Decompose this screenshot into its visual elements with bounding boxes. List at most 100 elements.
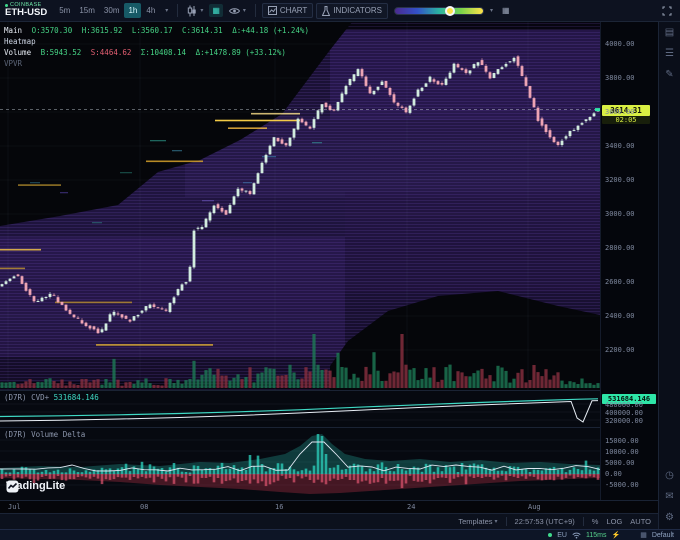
indicators-button-label: INDICATORS [333,6,382,15]
price-axis-label: 4000.00 [605,40,635,48]
cvd-axis-label: 320000.00 [605,417,643,425]
region-label[interactable]: EU [557,531,567,539]
fullscreen-icon [662,6,672,15]
legend-main-row: Main O:3570.30 H:3615.92 L:3560.17 C:361… [4,25,314,36]
heatmap-indicator-label[interactable]: Heatmap [4,37,36,46]
volume-delta-panel-chart[interactable] [0,428,600,500]
visibility-button[interactable]: ▾ [226,5,249,17]
panel-separator [0,500,658,501]
log-scale-button[interactable]: LOG [606,517,623,526]
delta-panel-title[interactable]: (D7R) Volume Delta [4,430,85,439]
chevron-down-icon: ▾ [242,8,246,14]
ohlc-delta: Δ:+44.18 (+1.24%) [232,26,309,35]
pencil-icon[interactable]: ✎ [665,69,674,80]
heatmap-void-top-left [0,22,352,226]
main-indicator-label[interactable]: Main [4,26,23,35]
main-price-chart[interactable] [0,22,600,390]
timeframe-button-5m[interactable]: 5m [59,6,71,15]
gradient-knob[interactable] [444,5,455,16]
timeframe-group: 5m 15m 30m 1h 4h [55,3,159,18]
chevron-down-icon: ▾ [165,8,169,14]
time-axis-label: 16 [275,503,284,511]
delta-axis-label: -5000.00 [605,481,639,489]
volume-sell: S:4464.62 [90,48,132,57]
percent-scale-button[interactable]: % [591,517,599,526]
tradinglite-watermark: TradingLite [6,480,65,492]
chart-button-label: CHART [279,6,308,15]
delta-title-text: (D7R) Volume Delta [4,430,86,439]
right-icon-rail: ▤ ☰ ✎ ◷ ✉ ⚙ [658,22,680,529]
timeframe-button-30m[interactable]: 30m [103,6,120,15]
layout-icon[interactable]: ▤ [664,27,675,38]
cvd-panel-chart[interactable] [0,391,600,427]
indicators-button[interactable]: INDICATORS [316,2,388,19]
time-axis[interactable]: Jul 08 16 24 Aug [0,500,600,513]
volume-buy: B:5943.52 [40,48,82,57]
ohlc-close: C:3614.31 [182,26,223,35]
grid-settings-button[interactable]: ▦ [499,4,513,17]
watchlist-icon[interactable]: ☰ [665,48,674,59]
status-bar: EU 115ms ⚡ ▦ Default [0,529,680,540]
auto-scale-button[interactable]: AUTO [630,517,651,526]
legend-volume-row: Volume B:5943.52 S:4464.62 Σ:10408.14 Δ:… [4,47,314,58]
connection-dot-icon [548,533,553,537]
flask-icon [322,5,331,16]
cvd-axis-label: 480000.00 [605,401,643,409]
gear-icon[interactable]: ⚙ [665,512,674,523]
legend-vpvr-row: VPVR [4,58,314,69]
time-axis-label: 08 [140,503,149,511]
timeframe-button-15m[interactable]: 15m [79,6,95,15]
panel-separator[interactable] [0,390,658,391]
templates-label: Templates [458,517,493,526]
timeframe-more-button[interactable]: ▾ [162,5,171,16]
heatmap-icon: ▦ [212,6,220,15]
cvd-axis-label: 400000.00 [605,409,643,417]
grid-icon: ▦ [501,6,510,15]
chart-button[interactable]: CHART [261,3,314,18]
delta-axis-label: 15000.00 [605,437,639,445]
toolbar-divider [177,4,179,17]
symbol-label: ETH-USD [5,7,48,19]
delta-axis-label: 5000.00 [605,459,635,467]
price-scale[interactable]: 3614.31 02:05 531684.146 4000.00 3800.00 3… [600,22,658,500]
price-axis-label: 3400.00 [605,142,635,150]
vpvr-indicator-label[interactable]: VPVR [4,59,23,68]
cvd-title-text: (D7R) CVD+ [4,393,50,402]
cvd-panel-title[interactable]: (D7R) CVD+ 531684.146 [4,393,99,402]
chart-icon [267,6,277,15]
fullscreen-button[interactable] [659,4,675,18]
layout-grid-icon: ▦ [640,532,647,539]
heatmap-gradient-slider[interactable] [393,5,484,16]
clock-label[interactable]: 22:57:53 (UTC+9) [514,517,575,526]
price-axis-label: 3800.00 [605,74,635,82]
legend-heatmap-row: Heatmap [4,36,314,47]
chart-type-button[interactable]: ▾ [184,3,206,19]
gradient-options-button[interactable]: ▾ [487,5,496,16]
symbol-block[interactable]: COINBASE ETH-USD [5,2,47,18]
tradinglite-logo-icon [6,480,19,492]
clock-icon[interactable]: ◷ [665,470,674,481]
chevron-down-icon: ▾ [489,8,493,14]
volume-indicator-label[interactable]: Volume [4,48,32,57]
cvd-value-badge: 531684.146 [602,394,656,404]
price-axis-label: 3000.00 [605,210,635,218]
eye-icon [228,7,240,14]
templates-button[interactable]: Templates ▾ [458,517,497,526]
chart-area[interactable]: Main O:3570.30 H:3615.92 L:3560.17 C:361… [0,22,600,500]
delta-axis-label: 0.00 [605,470,622,478]
cvd-value-text: 531684.146 [53,393,99,402]
time-axis-label: Aug [528,503,541,511]
timeframe-button-1h[interactable]: 1h [124,3,142,18]
chevron-down-icon: ▾ [494,519,498,525]
heatmap-toggle-button[interactable]: ▦ [209,4,223,17]
panel-separator[interactable] [0,427,658,428]
volume-total: Σ:10408.14 [140,48,187,57]
timeframe-button-4h[interactable]: 4h [146,6,156,15]
bottom-toolbar: Templates ▾ 22:57:53 (UTC+9) % LOG AUTO [0,513,658,529]
layout-name-label[interactable]: Default [651,531,674,539]
last-price-badge: 3614.31 [602,104,650,116]
exchange-dot-icon [5,3,8,7]
mail-icon[interactable]: ✉ [665,491,674,502]
watermark-text: TradingLite [6,480,66,492]
